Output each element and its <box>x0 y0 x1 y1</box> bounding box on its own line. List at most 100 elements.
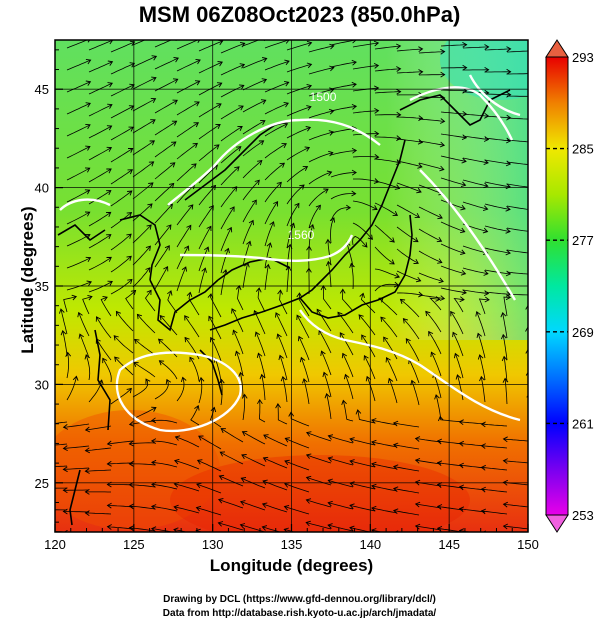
streamline <box>440 155 467 162</box>
streamline-arrow <box>396 135 402 142</box>
streamline <box>352 235 368 248</box>
streamline-arrow <box>281 143 287 149</box>
streamline <box>503 460 528 464</box>
x-tick-label: 145 <box>438 537 460 552</box>
streamline-arrow <box>180 376 187 383</box>
streamline <box>371 507 398 514</box>
streamline <box>125 290 136 310</box>
streamline-arrow <box>84 489 90 495</box>
streamline <box>151 506 178 512</box>
streamline <box>154 40 173 48</box>
colorbar-tick-label: 277 <box>572 233 594 248</box>
streamline-arrow <box>500 333 507 340</box>
streamline <box>220 146 242 164</box>
streamline <box>158 338 178 358</box>
streamline <box>502 312 508 339</box>
streamline-arrow <box>234 166 240 172</box>
streamline <box>440 133 467 139</box>
streamline <box>481 445 508 449</box>
streamline <box>63 467 90 470</box>
streamline-arrow <box>362 242 368 248</box>
streamline-arrow <box>373 40 380 47</box>
streamline <box>237 285 244 311</box>
streamline-arrow <box>410 379 416 386</box>
streamline-arrow <box>505 137 512 144</box>
streamline-arrow <box>184 315 190 321</box>
streamline <box>242 120 266 135</box>
streamline-arrow <box>434 394 440 400</box>
streamline <box>330 193 356 200</box>
streamline-arrow <box>150 119 156 125</box>
streamline-arrow <box>262 57 268 63</box>
streamline-arrow <box>374 108 380 114</box>
streamline <box>241 454 266 467</box>
streamline-arrow <box>528 272 532 277</box>
streamline <box>264 201 278 225</box>
streamline <box>137 314 156 334</box>
streamline-arrow <box>107 103 113 109</box>
streamline-arrow <box>87 40 91 43</box>
streamline-arrow <box>128 126 134 132</box>
streamline-arrow <box>327 456 334 462</box>
streamline-arrow <box>147 203 153 209</box>
streamline-arrow <box>198 376 205 383</box>
streamline-arrow <box>192 142 198 148</box>
streamline-arrow <box>62 487 68 494</box>
streamline <box>220 126 243 142</box>
streamline-arrow <box>151 55 158 61</box>
streamline <box>107 462 133 465</box>
streamline <box>352 42 379 48</box>
streamline <box>176 59 201 72</box>
streamline <box>66 352 69 379</box>
lat-lon-grid <box>55 40 528 532</box>
streamline <box>85 354 91 381</box>
streamline-arrow <box>241 393 248 399</box>
streamline <box>176 143 198 160</box>
streamline-arrow <box>396 88 402 95</box>
streamline-arrow <box>351 59 357 66</box>
streamline <box>415 525 442 531</box>
y-tick-label: 40 <box>35 181 49 196</box>
x-tick-label: 150 <box>517 537 539 552</box>
streamline-arrow <box>343 373 350 380</box>
streamline <box>277 403 288 425</box>
streamline <box>55 509 68 511</box>
streamline-arrow <box>150 526 157 532</box>
streamline <box>257 288 266 313</box>
streamline <box>110 388 132 405</box>
streamline-arrow <box>525 304 528 310</box>
x-tick-label: 135 <box>281 537 303 552</box>
streamline-arrow <box>374 154 380 160</box>
streamline <box>330 83 357 90</box>
streamline-arrow <box>85 123 91 130</box>
streamline <box>63 423 90 428</box>
y-tick-label: 30 <box>35 377 49 392</box>
streamline <box>503 525 528 530</box>
streamline <box>504 378 508 405</box>
streamline-arrow <box>283 101 289 108</box>
x-axis-label: Longitude (degrees) <box>209 556 374 575</box>
streamline <box>242 394 246 421</box>
streamline <box>110 105 134 119</box>
streamline <box>66 81 91 93</box>
streamline-arrow <box>461 134 468 141</box>
streamline-arrow <box>528 49 532 54</box>
streamline-arrow <box>355 409 362 415</box>
streamline <box>374 68 401 72</box>
x-axis-ticks: 120 125 130 135 140 145 150 <box>44 524 539 552</box>
streamline <box>220 64 245 76</box>
streamline <box>279 355 288 381</box>
streamline-arrow <box>106 502 112 509</box>
streamline <box>352 65 379 70</box>
streamline-arrow <box>261 78 268 84</box>
streamline <box>198 164 218 184</box>
streamline-arrow <box>71 294 78 301</box>
streamline-arrow <box>405 338 411 344</box>
streamline-arrow <box>399 298 406 305</box>
streamline-arrow <box>107 280 113 286</box>
streamline-arrow <box>85 58 92 65</box>
streamline-arrow <box>283 504 290 511</box>
streamline <box>374 224 395 243</box>
streamline <box>107 505 134 508</box>
streamline <box>286 223 295 249</box>
